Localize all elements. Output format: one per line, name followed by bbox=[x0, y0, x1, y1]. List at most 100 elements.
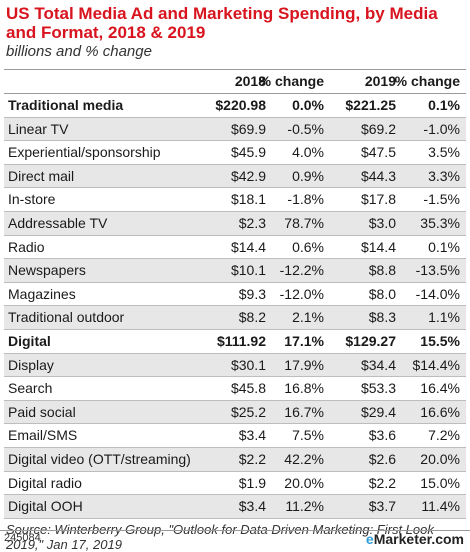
value-2018: $1.9 bbox=[238, 474, 266, 491]
table-row: Magazines $9.3 -12.0% $8.0 -14.0% bbox=[4, 283, 466, 307]
table-header: 2018 % change 2019 % change bbox=[4, 69, 466, 94]
row-label: Direct mail bbox=[8, 167, 75, 184]
value-2019: $69.2 bbox=[360, 120, 396, 137]
value-2018: $45.8 bbox=[230, 380, 266, 397]
value-2019: $2.2 bbox=[368, 474, 396, 491]
change-2018: 16.8% bbox=[284, 380, 324, 397]
table-row: Addressable TV $2.3 78.7% $3.0 35.3% bbox=[4, 211, 466, 236]
change-2019: 7.2% bbox=[428, 427, 460, 444]
value-2019: $8.3 bbox=[368, 309, 396, 326]
emarketer-logo: eMarketer.com bbox=[366, 531, 464, 547]
value-2018: $220.98 bbox=[215, 97, 266, 113]
change-2019: 20.0% bbox=[420, 450, 460, 467]
value-2019: $29.4 bbox=[360, 403, 396, 420]
header-change-2018: % change bbox=[258, 73, 324, 89]
change-2018: 78.7% bbox=[284, 214, 324, 231]
header-2018: 2018 bbox=[234, 73, 266, 89]
change-2019: 1.1% bbox=[428, 309, 460, 326]
table-row: Digital radio $1.9 20.0% $2.2 15.0% bbox=[4, 472, 466, 496]
value-2018: $25.2 bbox=[230, 403, 266, 420]
table-row: Digital video (OTT/streaming) $2.2 42.2% $2… bbox=[4, 447, 466, 472]
value-2019: $17.8 bbox=[360, 191, 396, 208]
change-2018: -12.0% bbox=[279, 285, 324, 302]
value-2019: $44.3 bbox=[360, 167, 396, 184]
footer: 245084 eMarketer.com bbox=[0, 530, 470, 549]
table-row: Experiential/sponsorship $45.9 4.0% $47.5 3.… bbox=[4, 141, 466, 165]
change-2019: $14.4% bbox=[412, 356, 460, 373]
logo-suffix: .com bbox=[431, 531, 464, 547]
change-2019: 11.4% bbox=[421, 498, 460, 515]
change-2019: -1.0% bbox=[423, 120, 460, 137]
table-row: Radio $14.4 0.6% $14.4 0.1% bbox=[4, 236, 466, 260]
table-row: In-store $18.1 -1.8% $17.8 -1.5% bbox=[4, 188, 466, 212]
change-2019: 16.6% bbox=[420, 403, 460, 420]
change-2018: 4.0% bbox=[292, 144, 324, 161]
row-label: Digital OOH bbox=[8, 498, 83, 515]
change-2018: 7.5% bbox=[292, 427, 324, 444]
change-2018: -0.5% bbox=[287, 120, 324, 137]
logo-text: Marketer bbox=[373, 531, 432, 547]
change-2018: 0.9% bbox=[292, 167, 324, 184]
row-label: Display bbox=[8, 356, 54, 373]
value-2018: $18.1 bbox=[230, 191, 266, 208]
change-2018: -1.8% bbox=[287, 191, 324, 208]
value-2018: $10.1 bbox=[230, 262, 266, 279]
value-2019: $34.4 bbox=[360, 356, 396, 373]
row-label: Addressable TV bbox=[8, 214, 108, 231]
change-2019: 15.0% bbox=[420, 474, 460, 491]
value-2019: $3.6 bbox=[368, 427, 396, 444]
value-2018: $2.3 bbox=[238, 214, 266, 231]
value-2018: $14.4 bbox=[230, 238, 266, 255]
table-row: Linear TV $69.9 -0.5% $69.2 -1.0% bbox=[4, 117, 466, 142]
change-2018: 0.0% bbox=[292, 97, 324, 113]
table-row: Traditional media $220.98 0.0% $221.25 0.1% bbox=[4, 94, 466, 118]
value-2018: $69.9 bbox=[230, 120, 266, 137]
chart-title: US Total Media Ad and Marketing Spending… bbox=[6, 4, 438, 42]
table-row: Traditional outdoor $8.2 2.1% $8.3 1.1% bbox=[4, 306, 466, 330]
change-2019: 0.1% bbox=[428, 238, 460, 255]
value-2018: $9.3 bbox=[238, 285, 266, 302]
value-2019: $129.27 bbox=[345, 332, 396, 349]
table-row: Display $30.1 17.9% $34.4 $14.4% bbox=[4, 353, 466, 378]
row-label: In-store bbox=[8, 191, 56, 208]
table-row: Newspapers $10.1 -12.2% $8.8 -13.5% bbox=[4, 259, 466, 283]
value-2018: $45.9 bbox=[230, 144, 266, 161]
change-2018: 11.2% bbox=[285, 498, 324, 515]
value-2019: $2.6 bbox=[368, 450, 396, 467]
change-2018: 17.1% bbox=[284, 332, 324, 349]
value-2019: $3.7 bbox=[368, 498, 396, 515]
change-2019: -14.0% bbox=[415, 285, 460, 302]
change-2018: 16.7% bbox=[284, 403, 324, 420]
row-label: Magazines bbox=[8, 285, 76, 302]
change-2018: -12.2% bbox=[279, 262, 324, 279]
change-2019: 3.3% bbox=[428, 167, 460, 184]
change-2019: 3.5% bbox=[428, 144, 460, 161]
value-2019: $53.3 bbox=[360, 380, 396, 397]
change-2019: 0.1% bbox=[428, 97, 460, 113]
value-2019: $8.8 bbox=[368, 262, 396, 279]
value-2019: $47.5 bbox=[360, 144, 396, 161]
header-change-2019: % change bbox=[394, 73, 460, 89]
row-label: Experiential/sponsorship bbox=[8, 144, 161, 161]
row-label: Traditional outdoor bbox=[8, 309, 125, 326]
logo-e: e bbox=[365, 531, 374, 547]
value-2018: $8.2 bbox=[238, 309, 266, 326]
value-2018: $30.1 bbox=[230, 356, 266, 373]
row-label: Search bbox=[8, 380, 53, 397]
row-label: Radio bbox=[8, 238, 45, 255]
value-2018: $3.4 bbox=[238, 427, 266, 444]
change-2019: -13.5% bbox=[415, 262, 460, 279]
table-row: Digital $111.92 17.1% $129.27 15.5% bbox=[4, 330, 466, 354]
value-2019: $3.0 bbox=[368, 214, 396, 231]
table-row: Search $45.8 16.8% $53.3 16.4% bbox=[4, 377, 466, 401]
change-2018: 2.1% bbox=[292, 309, 324, 326]
table-row: Digital OOH $3.4 11.2% $3.7 11.4% bbox=[4, 495, 466, 519]
row-label: Digital video (OTT/streaming) bbox=[8, 450, 191, 467]
chart-table: US Total Media Ad and Marketing Spending… bbox=[4, 4, 466, 552]
change-2018: 20.0% bbox=[284, 474, 324, 491]
chart-subtitle: billions and % change bbox=[6, 43, 152, 60]
value-2018: $3.4 bbox=[238, 498, 266, 515]
table-row: Email/SMS $3.4 7.5% $3.6 7.2% bbox=[4, 424, 466, 448]
change-2019: -1.5% bbox=[423, 191, 460, 208]
value-2019: $14.4 bbox=[360, 238, 396, 255]
